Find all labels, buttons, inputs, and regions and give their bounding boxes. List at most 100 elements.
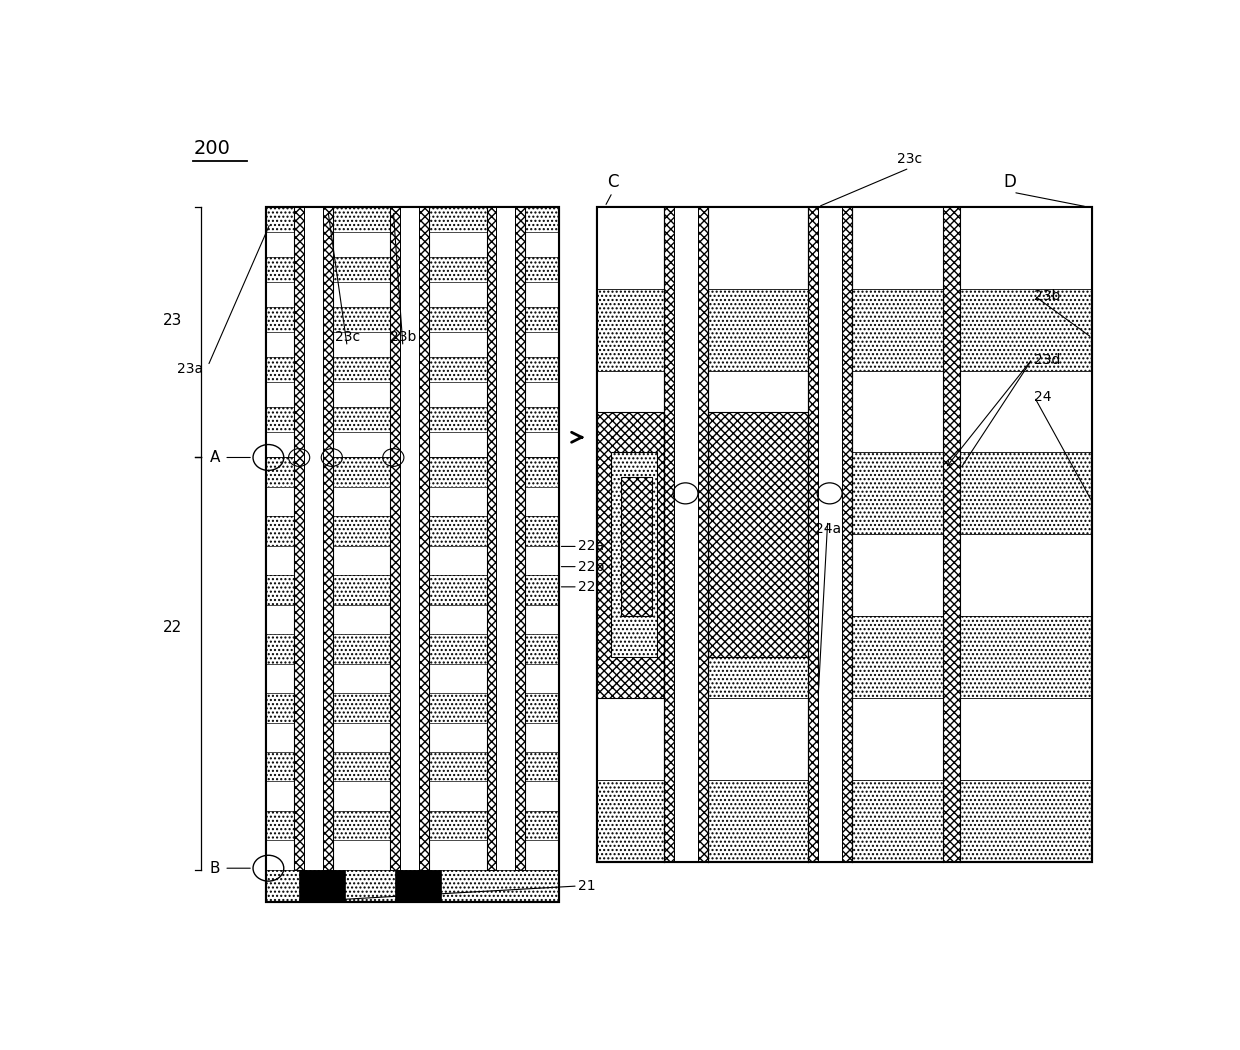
Bar: [265, 207, 558, 902]
Bar: [401, 487, 419, 517]
Bar: [596, 207, 1092, 289]
Bar: [304, 605, 324, 634]
Bar: [265, 840, 558, 869]
Bar: [665, 207, 675, 862]
Bar: [842, 207, 852, 862]
Bar: [265, 207, 558, 902]
Bar: [596, 207, 1092, 862]
Bar: [391, 207, 401, 869]
Bar: [818, 207, 842, 862]
Bar: [401, 781, 419, 811]
Bar: [304, 781, 324, 811]
Bar: [401, 382, 419, 407]
Bar: [265, 487, 558, 517]
Bar: [942, 207, 960, 862]
Bar: [808, 207, 852, 862]
Text: 22a: 22a: [578, 540, 604, 553]
Bar: [665, 207, 675, 862]
Bar: [675, 207, 698, 862]
Bar: [486, 207, 496, 869]
Text: 23c: 23c: [897, 152, 923, 167]
Bar: [496, 781, 516, 811]
Bar: [304, 282, 324, 307]
Bar: [496, 840, 516, 869]
Bar: [496, 282, 516, 307]
Bar: [401, 546, 419, 575]
Bar: [516, 207, 525, 869]
Bar: [698, 207, 708, 862]
Bar: [401, 605, 419, 634]
Bar: [391, 207, 429, 869]
Bar: [304, 487, 324, 517]
Bar: [419, 207, 429, 869]
Bar: [496, 487, 516, 517]
Text: 24a: 24a: [815, 522, 841, 537]
Text: 22: 22: [162, 620, 182, 635]
Bar: [401, 722, 419, 752]
Text: 23b: 23b: [1034, 289, 1060, 302]
Text: 23c: 23c: [335, 331, 360, 344]
Bar: [304, 232, 324, 257]
Bar: [265, 433, 558, 458]
Bar: [596, 698, 1092, 780]
Text: C: C: [606, 172, 619, 191]
Bar: [596, 534, 1092, 616]
Bar: [401, 840, 419, 869]
Text: 23: 23: [162, 313, 182, 328]
Bar: [299, 869, 345, 901]
Bar: [665, 207, 708, 862]
Bar: [304, 382, 324, 407]
Bar: [496, 546, 516, 575]
Bar: [496, 332, 516, 357]
Bar: [401, 332, 419, 357]
Bar: [294, 207, 332, 869]
Bar: [496, 605, 516, 634]
Bar: [401, 232, 419, 257]
Bar: [304, 433, 324, 458]
Bar: [818, 207, 842, 862]
Bar: [265, 232, 558, 257]
Bar: [304, 664, 324, 693]
Bar: [675, 207, 698, 862]
Bar: [265, 605, 558, 634]
Text: 22c: 22c: [578, 580, 603, 594]
Bar: [496, 433, 516, 458]
Bar: [496, 722, 516, 752]
Bar: [496, 382, 516, 407]
Bar: [401, 433, 419, 458]
Bar: [304, 546, 324, 575]
Bar: [486, 207, 525, 869]
Bar: [265, 332, 558, 357]
Bar: [265, 722, 558, 752]
Bar: [596, 207, 1092, 862]
Bar: [698, 207, 708, 862]
Bar: [265, 664, 558, 693]
Bar: [496, 232, 516, 257]
Text: 200: 200: [193, 140, 231, 159]
Bar: [596, 412, 665, 698]
Text: 23a: 23a: [177, 361, 203, 376]
Bar: [396, 869, 441, 901]
Bar: [265, 282, 558, 307]
Bar: [401, 664, 419, 693]
Bar: [265, 781, 558, 811]
Bar: [304, 207, 324, 869]
Bar: [808, 207, 818, 862]
Bar: [324, 207, 332, 869]
Text: A: A: [210, 450, 219, 465]
Bar: [808, 207, 818, 862]
Bar: [294, 207, 304, 869]
Text: 22b: 22b: [578, 560, 604, 573]
Bar: [842, 207, 852, 862]
Bar: [265, 546, 558, 575]
Bar: [401, 282, 419, 307]
Text: 23b: 23b: [389, 331, 417, 344]
Bar: [596, 371, 1092, 453]
Text: 21: 21: [578, 879, 595, 892]
Text: 23d: 23d: [1034, 354, 1060, 368]
Bar: [304, 332, 324, 357]
Bar: [304, 840, 324, 869]
Text: D: D: [1004, 172, 1017, 191]
Bar: [496, 207, 516, 869]
Bar: [265, 382, 558, 407]
